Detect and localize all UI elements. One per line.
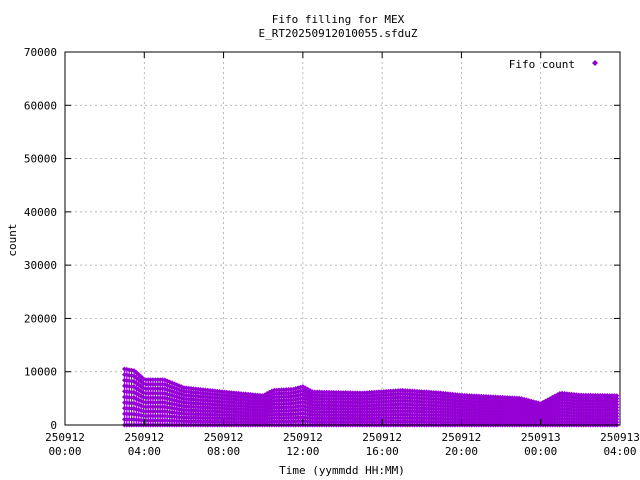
x-tick-label-date: 250912 [204,431,244,444]
y-tick-label: 70000 [24,46,57,59]
x-tick-label-date: 250912 [283,431,323,444]
x-tick-label-time: 16:00 [366,445,399,458]
ticks: 0 10000 20000 30000 40000 50000 60000 70000 2509… [24,46,640,458]
legend: Fifo count [509,58,598,71]
x-tick-label-date: 250912 [442,431,482,444]
series-fifo-count [121,366,620,428]
x-tick-label-date: 250913 [521,431,561,444]
y-tick-label: 10000 [24,366,57,379]
chart-subtitle: E_RT20250912010055.sfduZ [259,27,418,40]
y-tick-label: 20000 [24,312,57,325]
legend-label: Fifo count [509,58,575,71]
x-tick-label-date: 250913 [600,431,640,444]
x-tick-label-time: 00:00 [524,445,557,458]
x-tick-label-time: 04:00 [128,445,161,458]
y-tick-label: 0 [50,419,57,432]
y-tick-label: 40000 [24,206,57,219]
y-tick-label: 30000 [24,259,57,272]
grid [65,52,620,425]
x-tick-label-time: 12:00 [286,445,319,458]
x-axis-label: Time (yymmdd HH:MM) [279,464,405,477]
y-tick-label: 50000 [24,153,57,166]
x-tick-label-date: 250912 [362,431,402,444]
plot-frame [64,51,621,426]
x-tick-label-time: 20:00 [445,445,478,458]
x-tick-label-date: 250912 [45,431,85,444]
y-axis-label: count [6,223,19,256]
x-tick-label-time: 08:00 [207,445,240,458]
x-tick-label-date: 250912 [124,431,164,444]
legend-marker [592,60,598,66]
y-tick-label: 60000 [24,99,57,112]
chart-title: Fifo filling for MEX [272,13,405,26]
x-tick-label-time: 04:00 [603,445,636,458]
x-tick-label-time: 00:00 [48,445,81,458]
